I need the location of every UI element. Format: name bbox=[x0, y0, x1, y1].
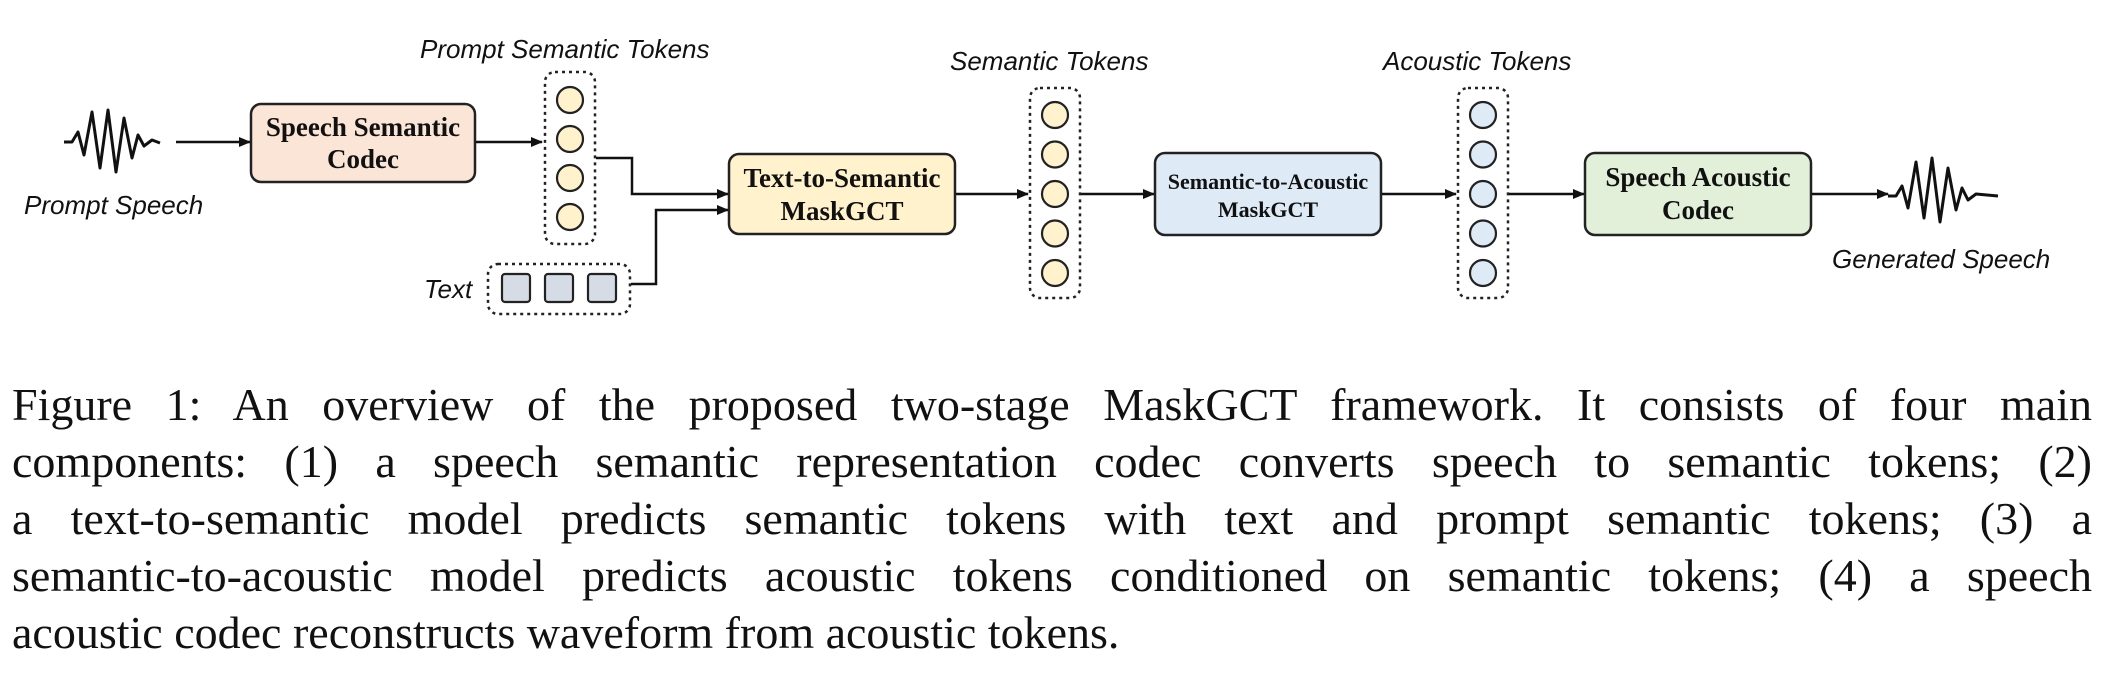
token-circle bbox=[1040, 258, 1070, 288]
caption-line: semantic-to-acoustic model predicts acou… bbox=[12, 550, 2092, 601]
caption-line: components: (1) a speech semantic repres… bbox=[12, 436, 2092, 487]
text-label: Text bbox=[424, 274, 474, 304]
caption-line: a text-to-semantic model predicts semant… bbox=[12, 493, 2092, 544]
acoustic-tokens bbox=[1468, 100, 1498, 288]
token-circle bbox=[555, 163, 585, 193]
speech-acoustic-codec-box bbox=[1583, 151, 1813, 237]
text-to-semantic-box bbox=[727, 152, 957, 236]
prompt-semantic-tokens bbox=[555, 85, 585, 232]
speech-acoustic-codec-label-1: Speech Acoustic bbox=[1605, 162, 1790, 192]
semantic-tokens-label: Semantic Tokens bbox=[950, 46, 1148, 76]
semantic-tokens bbox=[1040, 100, 1070, 288]
semantic-to-acoustic-label-2: MaskGCT bbox=[1218, 197, 1319, 222]
figure-caption: Figure 1: An overview of the proposed tw… bbox=[12, 376, 2092, 661]
token-circle bbox=[1040, 219, 1070, 248]
text-to-semantic-label-2: MaskGCT bbox=[780, 196, 903, 226]
text-token bbox=[500, 272, 532, 304]
speech-acoustic-codec-label-2: Codec bbox=[1662, 195, 1734, 225]
generated-speech-waveform bbox=[1888, 156, 1999, 224]
token-circle bbox=[555, 124, 585, 154]
prompt-semantic-tokens-group bbox=[543, 70, 597, 246]
prompt-semantic-tokens-label: Prompt Semantic Tokens bbox=[420, 34, 710, 64]
semantic-tokens-group bbox=[1028, 86, 1082, 300]
text-token bbox=[586, 272, 618, 304]
token-circle bbox=[1468, 179, 1498, 209]
semantic-to-acoustic-label-1: Semantic-to-Acoustic bbox=[1168, 169, 1369, 194]
prompt-speech-waveform bbox=[64, 108, 161, 174]
arrow-text-to-t2s bbox=[631, 205, 729, 286]
generated-speech-label: Generated Speech bbox=[1832, 244, 2050, 274]
token-circle bbox=[1468, 140, 1498, 169]
caption-line: Figure 1: An overview of the proposed tw… bbox=[12, 379, 2092, 430]
acoustic-tokens-label: Acoustic Tokens bbox=[1381, 46, 1571, 76]
token-circle bbox=[555, 202, 585, 232]
semantic-to-acoustic-box bbox=[1153, 151, 1383, 237]
acoustic-tokens-group bbox=[1456, 86, 1510, 300]
text-token bbox=[543, 272, 575, 304]
caption-line: acoustic codec reconstructs waveform fro… bbox=[12, 607, 1120, 658]
token-circle bbox=[1040, 140, 1070, 169]
token-circle bbox=[1040, 179, 1070, 209]
speech-semantic-codec-box bbox=[249, 102, 477, 184]
token-circle bbox=[1468, 258, 1498, 288]
speech-semantic-codec-label-2: Codec bbox=[327, 144, 399, 174]
arrow-prompt-tokens-to-t2s bbox=[596, 156, 729, 199]
framework-diagram: Prompt Speech Speech Semantic Codec Prom… bbox=[24, 34, 2050, 316]
token-circle bbox=[1040, 100, 1070, 130]
prompt-speech-label: Prompt Speech bbox=[24, 190, 203, 220]
token-circle bbox=[1468, 100, 1498, 130]
text-to-semantic-label-1: Text-to-Semantic bbox=[744, 163, 941, 193]
token-circle bbox=[555, 85, 585, 115]
token-circle bbox=[1468, 219, 1498, 248]
speech-semantic-codec-label-1: Speech Semantic bbox=[266, 112, 460, 142]
